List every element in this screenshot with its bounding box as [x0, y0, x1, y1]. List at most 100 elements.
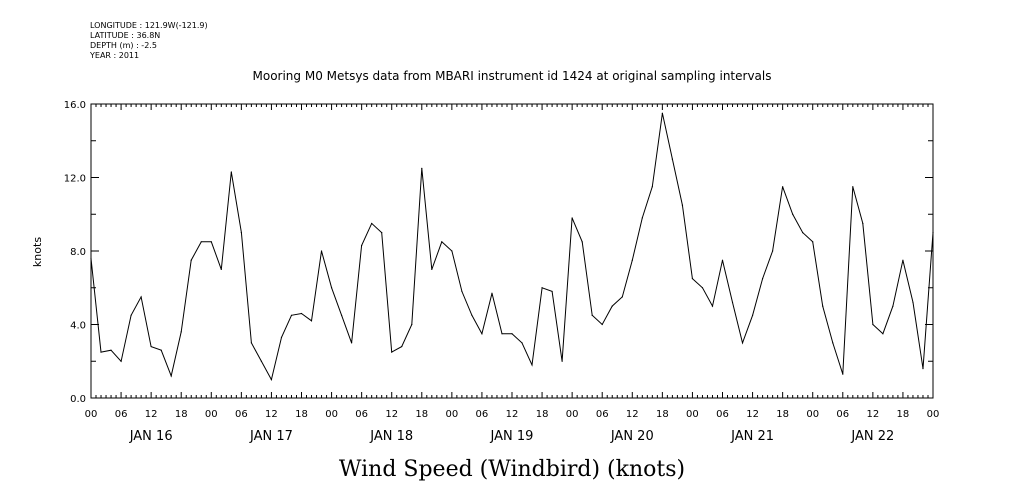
x-hour-label: 06 [716, 409, 729, 420]
data-point [751, 314, 754, 316]
data-point [391, 351, 393, 353]
series-group [90, 112, 934, 381]
data-point [511, 333, 513, 335]
data-point [761, 277, 764, 280]
data-point [260, 360, 263, 362]
x-hour-label: 00 [85, 409, 98, 420]
data-point [461, 290, 463, 293]
x-hour-label: 00 [806, 409, 819, 420]
year-text: YEAR : 2011 [90, 51, 140, 60]
depth-text: DEPTH (m) : -2.5 [90, 41, 157, 50]
data-point [120, 360, 122, 362]
data-point [320, 250, 323, 252]
data-point [280, 336, 283, 338]
data-point [651, 186, 653, 188]
x-hour-label: 18 [536, 409, 549, 420]
data-point [361, 244, 363, 247]
y-axis-label: knots [31, 237, 44, 267]
x-hour-label: 00 [325, 409, 338, 420]
x-day-label: JAN 16 [129, 429, 173, 444]
data-point [671, 158, 673, 160]
x-hour-label: 06 [355, 409, 368, 420]
data-point [180, 331, 182, 333]
data-point [782, 186, 784, 188]
data-point [340, 314, 343, 316]
data-point [541, 287, 543, 289]
x-day-label: JAN 17 [249, 429, 293, 444]
data-point [731, 301, 734, 304]
y-tick-label: 16.0 [64, 100, 86, 111]
x-hour-label: 12 [866, 409, 879, 420]
latitude-text: LATITUDE : 36.8N [90, 31, 161, 40]
data-point [641, 217, 643, 219]
y-axis: 0.0 4.0 8.0 12.0 16.0 [64, 100, 933, 405]
x-hour-label: 06 [476, 409, 489, 420]
data-point [100, 351, 102, 353]
data-point [401, 345, 403, 348]
x-day-label: JAN 19 [490, 429, 534, 444]
data-point [772, 250, 774, 252]
data-point [451, 250, 453, 252]
data-point [912, 301, 914, 304]
data-point [681, 204, 684, 206]
data-point [571, 217, 573, 219]
data-point [190, 259, 192, 261]
data-point [611, 305, 613, 307]
data-point [551, 290, 553, 293]
x-hour-label: 06 [836, 409, 849, 420]
x-hour-label: 18 [295, 409, 308, 420]
data-point [381, 232, 383, 234]
data-point [862, 222, 864, 225]
data-point [441, 241, 443, 243]
x-hour-label: 18 [897, 409, 910, 420]
x-hour-label: 18 [175, 409, 188, 420]
data-point [631, 259, 633, 261]
data-point [601, 323, 603, 326]
x-hour-label: 06 [235, 409, 248, 420]
data-point [561, 360, 563, 362]
data-point [200, 241, 202, 243]
x-hour-label: 00 [686, 409, 699, 420]
data-point [310, 320, 313, 322]
data-point [812, 241, 814, 243]
chart-title: Mooring M0 Metsys data from MBARI instru… [253, 69, 772, 83]
x-hour-label: 12 [265, 409, 278, 420]
x-hour-label: 12 [506, 409, 519, 420]
x-hour-label: 18 [656, 409, 669, 420]
data-point [481, 333, 483, 335]
data-point [290, 314, 293, 316]
data-point [210, 241, 212, 243]
data-point [531, 364, 533, 366]
x-hour-label: 00 [205, 409, 218, 420]
x-hour-label: 12 [746, 409, 759, 420]
data-point [892, 305, 894, 307]
data-point [842, 373, 844, 375]
x-hour-label: 06 [115, 409, 128, 420]
data-point [852, 186, 854, 188]
data-point [872, 323, 874, 326]
data-point [351, 342, 353, 344]
data-point [491, 292, 493, 294]
data-point [330, 287, 333, 289]
data-point [661, 112, 663, 114]
x-day-label: JAN 20 [610, 429, 654, 444]
data-point [902, 259, 904, 261]
x-axis-label: Wind Speed (Windbird) (knots) [339, 457, 685, 482]
y-tick-label: 4.0 [70, 321, 86, 332]
x-hour-label: 18 [415, 409, 428, 420]
x-hour-label: 18 [776, 409, 789, 420]
y-tick-label: 8.0 [70, 247, 86, 258]
data-point [421, 167, 423, 169]
data-point [431, 268, 433, 270]
x-day-label: JAN 21 [730, 429, 774, 444]
x-hour-label: 00 [927, 409, 940, 420]
data-point [411, 323, 413, 326]
wind-speed-series-line [90, 113, 934, 381]
data-point [792, 213, 794, 215]
data-point [471, 314, 473, 316]
y-tick-label: 12.0 [64, 174, 86, 185]
data-point [240, 232, 242, 234]
data-point [300, 312, 303, 315]
data-point [150, 345, 152, 348]
